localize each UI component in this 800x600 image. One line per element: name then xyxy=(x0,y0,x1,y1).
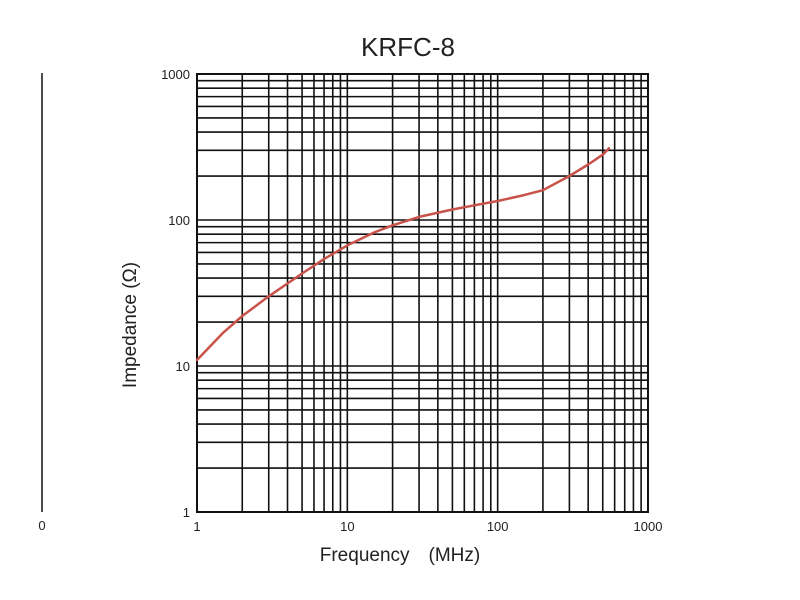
x-axis-label: Frequency (MHz) xyxy=(320,545,480,566)
y-tick-label: 1000 xyxy=(161,67,190,82)
y-tick-labels: 1 10 100 1000 xyxy=(161,67,190,520)
x-tick-labels: 1 10 100 1000 xyxy=(193,519,662,534)
neighbor-tick-label: 0 xyxy=(38,518,45,533)
x-tick-label: 1000 xyxy=(634,519,663,534)
impedance-curve xyxy=(195,147,611,362)
grid-lines xyxy=(197,74,648,512)
y-tick-label: 10 xyxy=(176,359,190,374)
y-axis-label: Impedance (Ω) xyxy=(120,262,141,388)
x-tick-label: 10 xyxy=(340,519,354,534)
series-layer xyxy=(195,147,611,362)
y-tick-label: 100 xyxy=(168,213,190,228)
y-tick-label: 1 xyxy=(183,505,190,520)
x-tick-label: 100 xyxy=(487,519,509,534)
x-tick-label: 1 xyxy=(193,519,200,534)
chart-title: KRFC-8 xyxy=(361,32,455,62)
plot-frame xyxy=(196,73,649,513)
